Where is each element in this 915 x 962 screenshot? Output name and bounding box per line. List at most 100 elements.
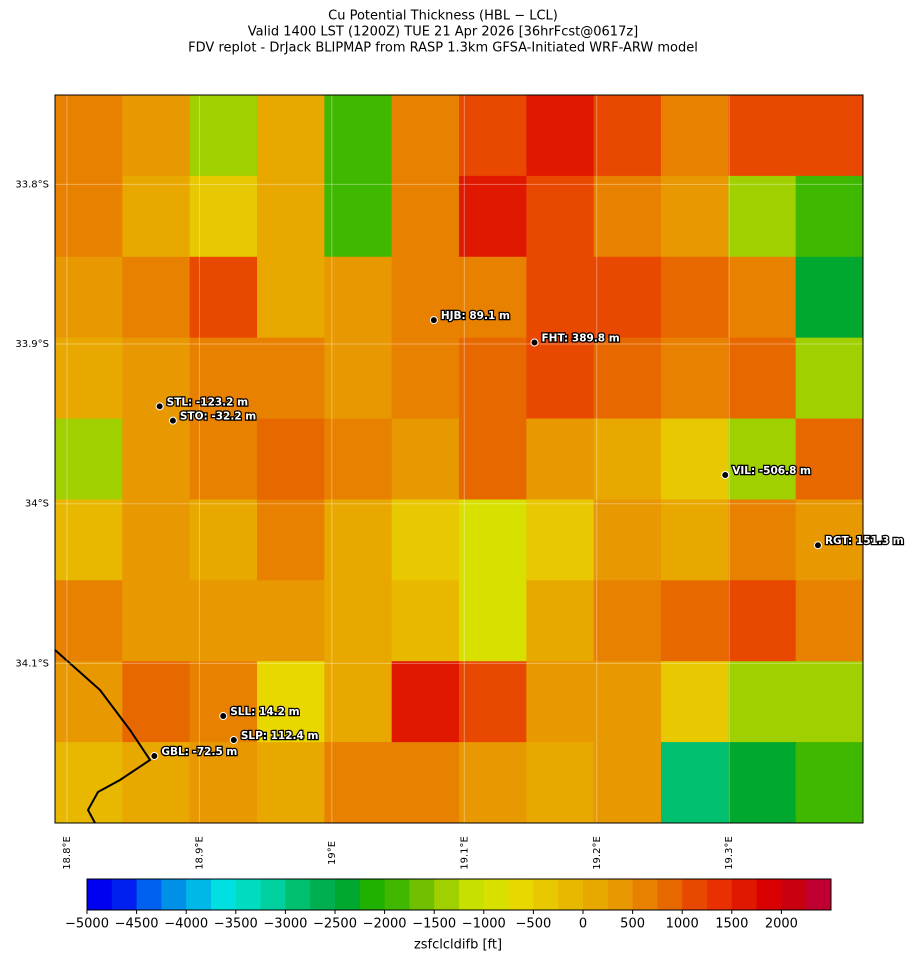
colorbar-swatch [409,879,435,910]
station-label: VIL: -506.8 m [732,465,811,477]
station-label: RGT: 151.3 m [825,535,904,547]
station-marker [530,338,539,347]
grid-cell [593,580,662,662]
grid-cell [122,175,191,258]
station-marker [168,416,177,425]
grid-cell [189,499,258,581]
colorbar-swatch [111,879,138,910]
grid-cell [459,742,527,824]
grid-cell [593,256,662,339]
grid-cell [526,661,595,743]
colorbar-swatch [211,879,237,910]
grid-cell [661,499,729,581]
overlay: 18.8°E 18.9°E 19°E 19.1°E 19.2°E 19.3°E 33.8°S… [15,95,905,870]
grid-cell [728,256,797,339]
grid-cell [324,661,393,743]
grid-cell [728,337,797,420]
grid-cell [795,418,864,500]
grid-cell [391,418,460,500]
grid-cell [122,256,191,339]
colorbar-tick-label: −4000 [164,917,208,932]
colorbar-swatch [384,879,410,910]
colorbar-tick-label: 1000 [666,917,699,932]
colorbar-swatch [731,879,758,910]
grid-cell [795,256,864,339]
colorbar-swatch [781,879,807,910]
grid-cell [661,580,729,662]
subtitle: Valid 1400 LST (1200Z) TUE 21 Apr 2026 [… [248,25,639,40]
station-marker [150,751,159,760]
grid-cell [728,661,797,743]
colorbar-swatch [607,879,634,910]
x-tick-label: 19.2°E [592,836,603,870]
grid-cell [189,742,258,824]
grid-cell [55,580,123,662]
colorbar-tick-label: −1000 [462,917,506,932]
colorbar-swatch [310,879,336,910]
grid-cell [189,175,258,258]
colorbar-swatch [335,879,361,910]
grid-cell [661,337,729,420]
grid-cell [189,580,258,662]
grid-cell [593,661,662,743]
grid-cell [55,256,123,339]
map-frame [54,94,864,824]
colorbar-swatch [136,879,162,910]
grid-cell [728,418,797,500]
colorbar-swatch [657,879,683,910]
grid-cell [728,499,797,581]
grid-cell [795,580,864,662]
colorbar-swatch [161,879,187,910]
station-label: SLP: 112.4 m [241,730,319,742]
coastline [54,649,152,824]
colorbar-tick-label: 0 [579,917,587,932]
colorbar-swatch [235,879,262,910]
grid-cell [459,418,527,500]
grid-cell [593,499,662,581]
x-tick-label: 19.1°E [459,836,470,870]
x-tick-label: 19.3°E [724,836,735,870]
station-label: STO: -32.2 m [180,411,256,423]
grid-cell [324,337,393,420]
grid-cell [55,661,123,743]
grid-cell [526,337,595,420]
grid-cell [526,175,595,258]
grid-cell [122,661,191,743]
grid-cell [526,95,595,177]
grid-cell [526,580,595,662]
colorbar-tick-label: −2500 [313,917,357,932]
grid-cell [324,175,393,258]
grid-cell [593,95,662,177]
colorbar-swatch [682,879,708,910]
grid-cell [459,95,527,177]
station-label: FHT: 389.8 m [542,332,620,344]
grid-cell [661,661,729,743]
colorbar-swatch [434,879,460,910]
grid-cell [661,418,729,500]
y-tick-label: 34°S [25,499,49,510]
cells [55,95,864,824]
grid-cell [391,95,460,177]
colorbar-tick-label: 1500 [715,917,748,932]
grid-cell [324,418,393,500]
station-label: HJB: 89.1 m [441,310,510,322]
grid-cell [324,256,393,339]
station-marker [155,402,164,411]
colorbar-label: zsfclcldifb [ft] [414,938,502,953]
grid-cell [728,742,797,824]
station-marker [429,316,438,325]
grid-cell [795,95,864,177]
grid-cell [55,175,123,258]
grid-cell [257,580,325,662]
x-tick-label: 18.9°E [194,836,205,870]
grid-cell [728,175,797,258]
colorbar-tick-label: −3500 [214,917,258,932]
colorbar-tick-label: −500 [516,917,552,932]
y-tick-label: 33.9°S [15,339,49,350]
grid-cell [189,418,258,500]
grid-cell [795,175,864,258]
grid-cell [795,742,864,824]
station-label: GBL: -72.5 m [161,746,237,758]
grid-cell [189,95,258,177]
